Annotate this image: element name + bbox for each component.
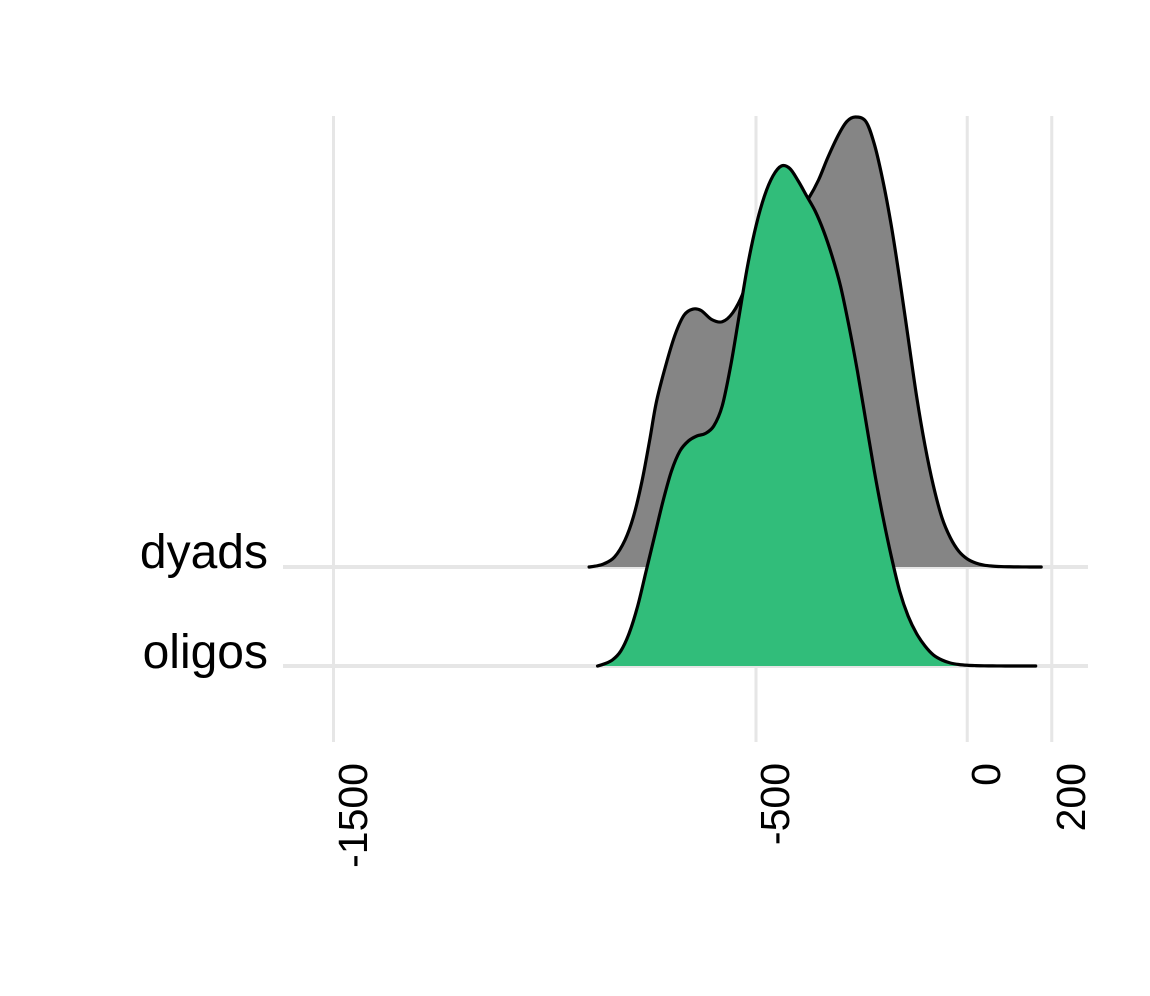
x-tick-label-neg1500: -1500: [330, 763, 376, 868]
density-outline-oligos: [595, 163, 1038, 668]
category-label-dyads: dyads: [140, 526, 268, 579]
ridge-layer: [587, 115, 1043, 668]
density-outline-dyads: [587, 115, 1043, 569]
category-label-oligos: oligos: [143, 626, 268, 679]
x-tick-label-0: 0: [963, 763, 1009, 786]
x-tick-label-200: 200: [1048, 763, 1094, 831]
x-tick-label-neg500: -500: [752, 763, 798, 845]
density-area-oligos: [597, 165, 1036, 666]
